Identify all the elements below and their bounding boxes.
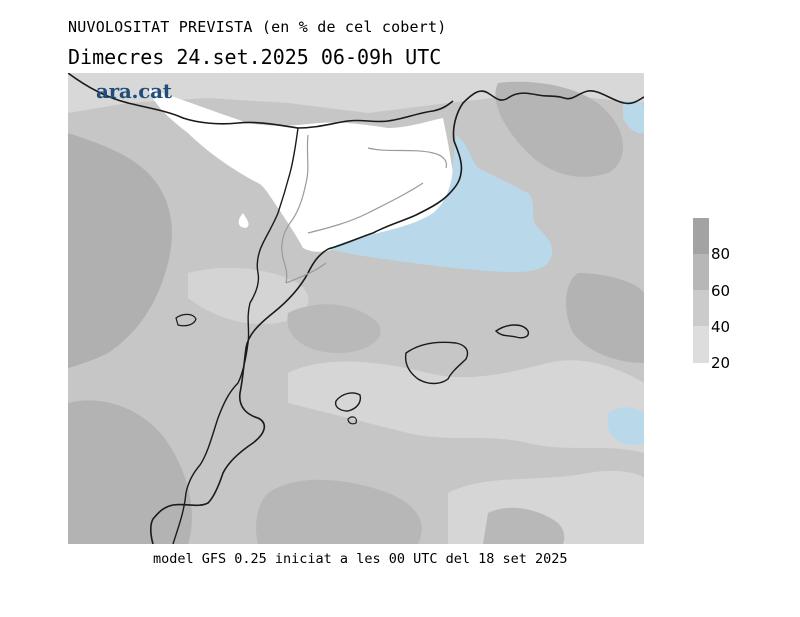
low-cloud-zone bbox=[330, 135, 553, 273]
clear-sky-zone bbox=[238, 213, 249, 228]
coastline bbox=[327, 90, 644, 250]
legend-swatch bbox=[693, 218, 709, 254]
cloud-dark-zone bbox=[566, 273, 644, 363]
cloud-cover-map: ara.cat bbox=[68, 73, 644, 544]
cloud-dark-zone bbox=[287, 304, 381, 353]
low-cloud-zone bbox=[623, 100, 644, 134]
legend-label-60: 60 bbox=[711, 282, 731, 300]
legend-label-40: 40 bbox=[711, 318, 731, 336]
legend-label-80: 80 bbox=[711, 245, 731, 263]
province-border bbox=[281, 134, 309, 284]
map-title: NUVOLOSITAT PREVISTA (en % de cel cobert… bbox=[68, 18, 447, 36]
province-border bbox=[285, 262, 327, 284]
coastline bbox=[150, 248, 329, 544]
island-ibiza bbox=[334, 392, 362, 412]
cloud-light-zone bbox=[288, 360, 644, 453]
legend-swatch bbox=[693, 254, 709, 290]
legend-label-20: 20 bbox=[711, 354, 731, 372]
clear-sky-zone bbox=[148, 88, 456, 252]
cloud-dark-zone bbox=[483, 507, 565, 544]
legend-swatch bbox=[693, 290, 709, 326]
island-mallorca bbox=[404, 341, 469, 385]
cloud-dark-zone bbox=[68, 400, 192, 544]
island-menorca bbox=[494, 324, 530, 339]
province-border bbox=[307, 182, 424, 234]
low-cloud-zone bbox=[608, 407, 644, 445]
forecast-date: Dimecres 24.set.2025 06-09h UTC bbox=[68, 45, 442, 69]
cloud-light-zone bbox=[188, 267, 309, 324]
region-border bbox=[172, 127, 299, 544]
logo-ara-cat: ara.cat bbox=[96, 79, 172, 103]
cloud-dark-zone bbox=[495, 81, 623, 177]
cloud-dark-zone bbox=[68, 133, 172, 368]
coastline bbox=[68, 73, 454, 129]
color-legend bbox=[693, 218, 709, 363]
map-canvas bbox=[68, 73, 644, 544]
island-coastal bbox=[175, 313, 197, 327]
legend-swatch bbox=[693, 326, 709, 363]
model-footer: model GFS 0.25 iniciat a les 00 UTC del … bbox=[153, 551, 568, 567]
province-border bbox=[367, 147, 448, 169]
island-formentera bbox=[347, 416, 357, 425]
cloud-dark-zone bbox=[256, 479, 422, 544]
